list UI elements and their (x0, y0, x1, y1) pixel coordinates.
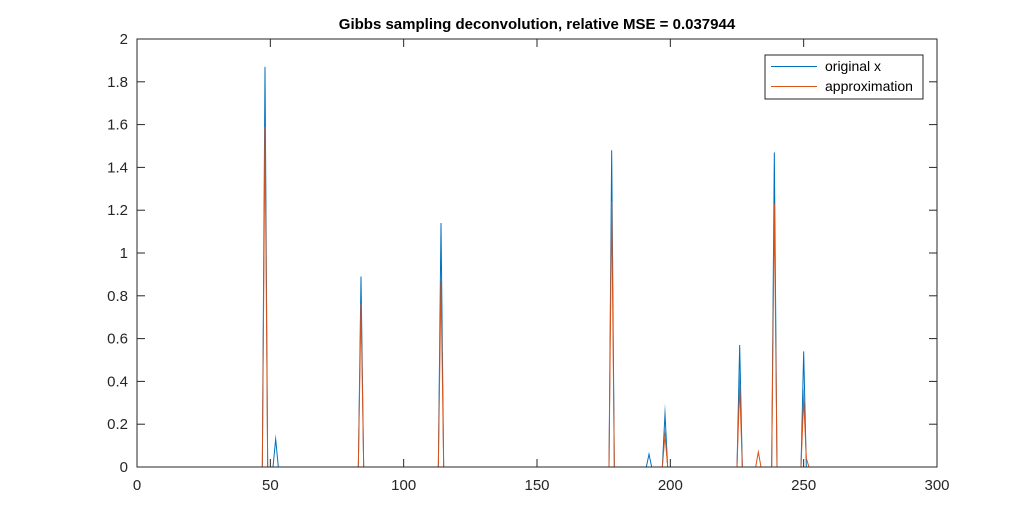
axes-box (136, 38, 938, 468)
y-tick-label: 1.4 (107, 159, 128, 176)
x-tick-label: 200 (658, 477, 683, 494)
chart-title: Gibbs sampling deconvolution, relative M… (339, 16, 736, 33)
y-tick-label: 0.2 (107, 416, 128, 433)
x-tick-label: 150 (524, 477, 549, 494)
y-tick-label: 1.8 (107, 74, 128, 91)
tick-labels: 0 50 100 150 200 250 300 0 0.2 0.4 0.6 0.8 1 1.2 1.4 1.… (107, 31, 949, 494)
y-tick-label: 1.2 (107, 202, 128, 219)
legend-box (764, 54, 924, 100)
y-tick-label: 2 (120, 31, 128, 48)
legend-label-original-x: original x (825, 58, 881, 74)
plot-area (137, 39, 937, 467)
x-tick-label: 50 (262, 477, 279, 494)
x-tick-label: 100 (391, 477, 416, 494)
legend: original x approximation (764, 54, 924, 100)
x-tick-label: 300 (924, 477, 949, 494)
x-tick-label: 0 (133, 477, 141, 494)
y-tick-label: 0.8 (107, 288, 128, 305)
y-tick-label: 1.6 (107, 117, 128, 134)
y-tick-label: 0.4 (107, 373, 128, 390)
y-tick-label: 0 (120, 459, 128, 476)
legend-label-approximation: approximation (825, 78, 913, 94)
x-tick-label: 250 (791, 477, 816, 494)
y-tick-label: 1 (120, 245, 128, 262)
y-tick-label: 0.6 (107, 331, 128, 348)
